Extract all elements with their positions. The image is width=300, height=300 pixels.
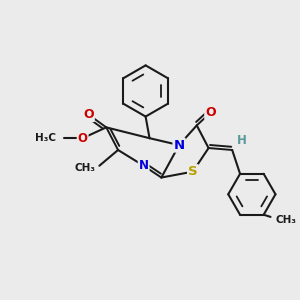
Text: H₃C: H₃C	[35, 133, 56, 143]
Text: O: O	[83, 108, 94, 121]
Text: CH₃: CH₃	[275, 215, 296, 225]
Text: N: N	[173, 139, 184, 152]
Text: O: O	[78, 132, 88, 145]
Text: S: S	[188, 165, 198, 178]
Text: N: N	[139, 159, 148, 172]
Text: H: H	[237, 134, 247, 147]
Text: O: O	[205, 106, 216, 119]
Text: CH₃: CH₃	[74, 163, 95, 173]
